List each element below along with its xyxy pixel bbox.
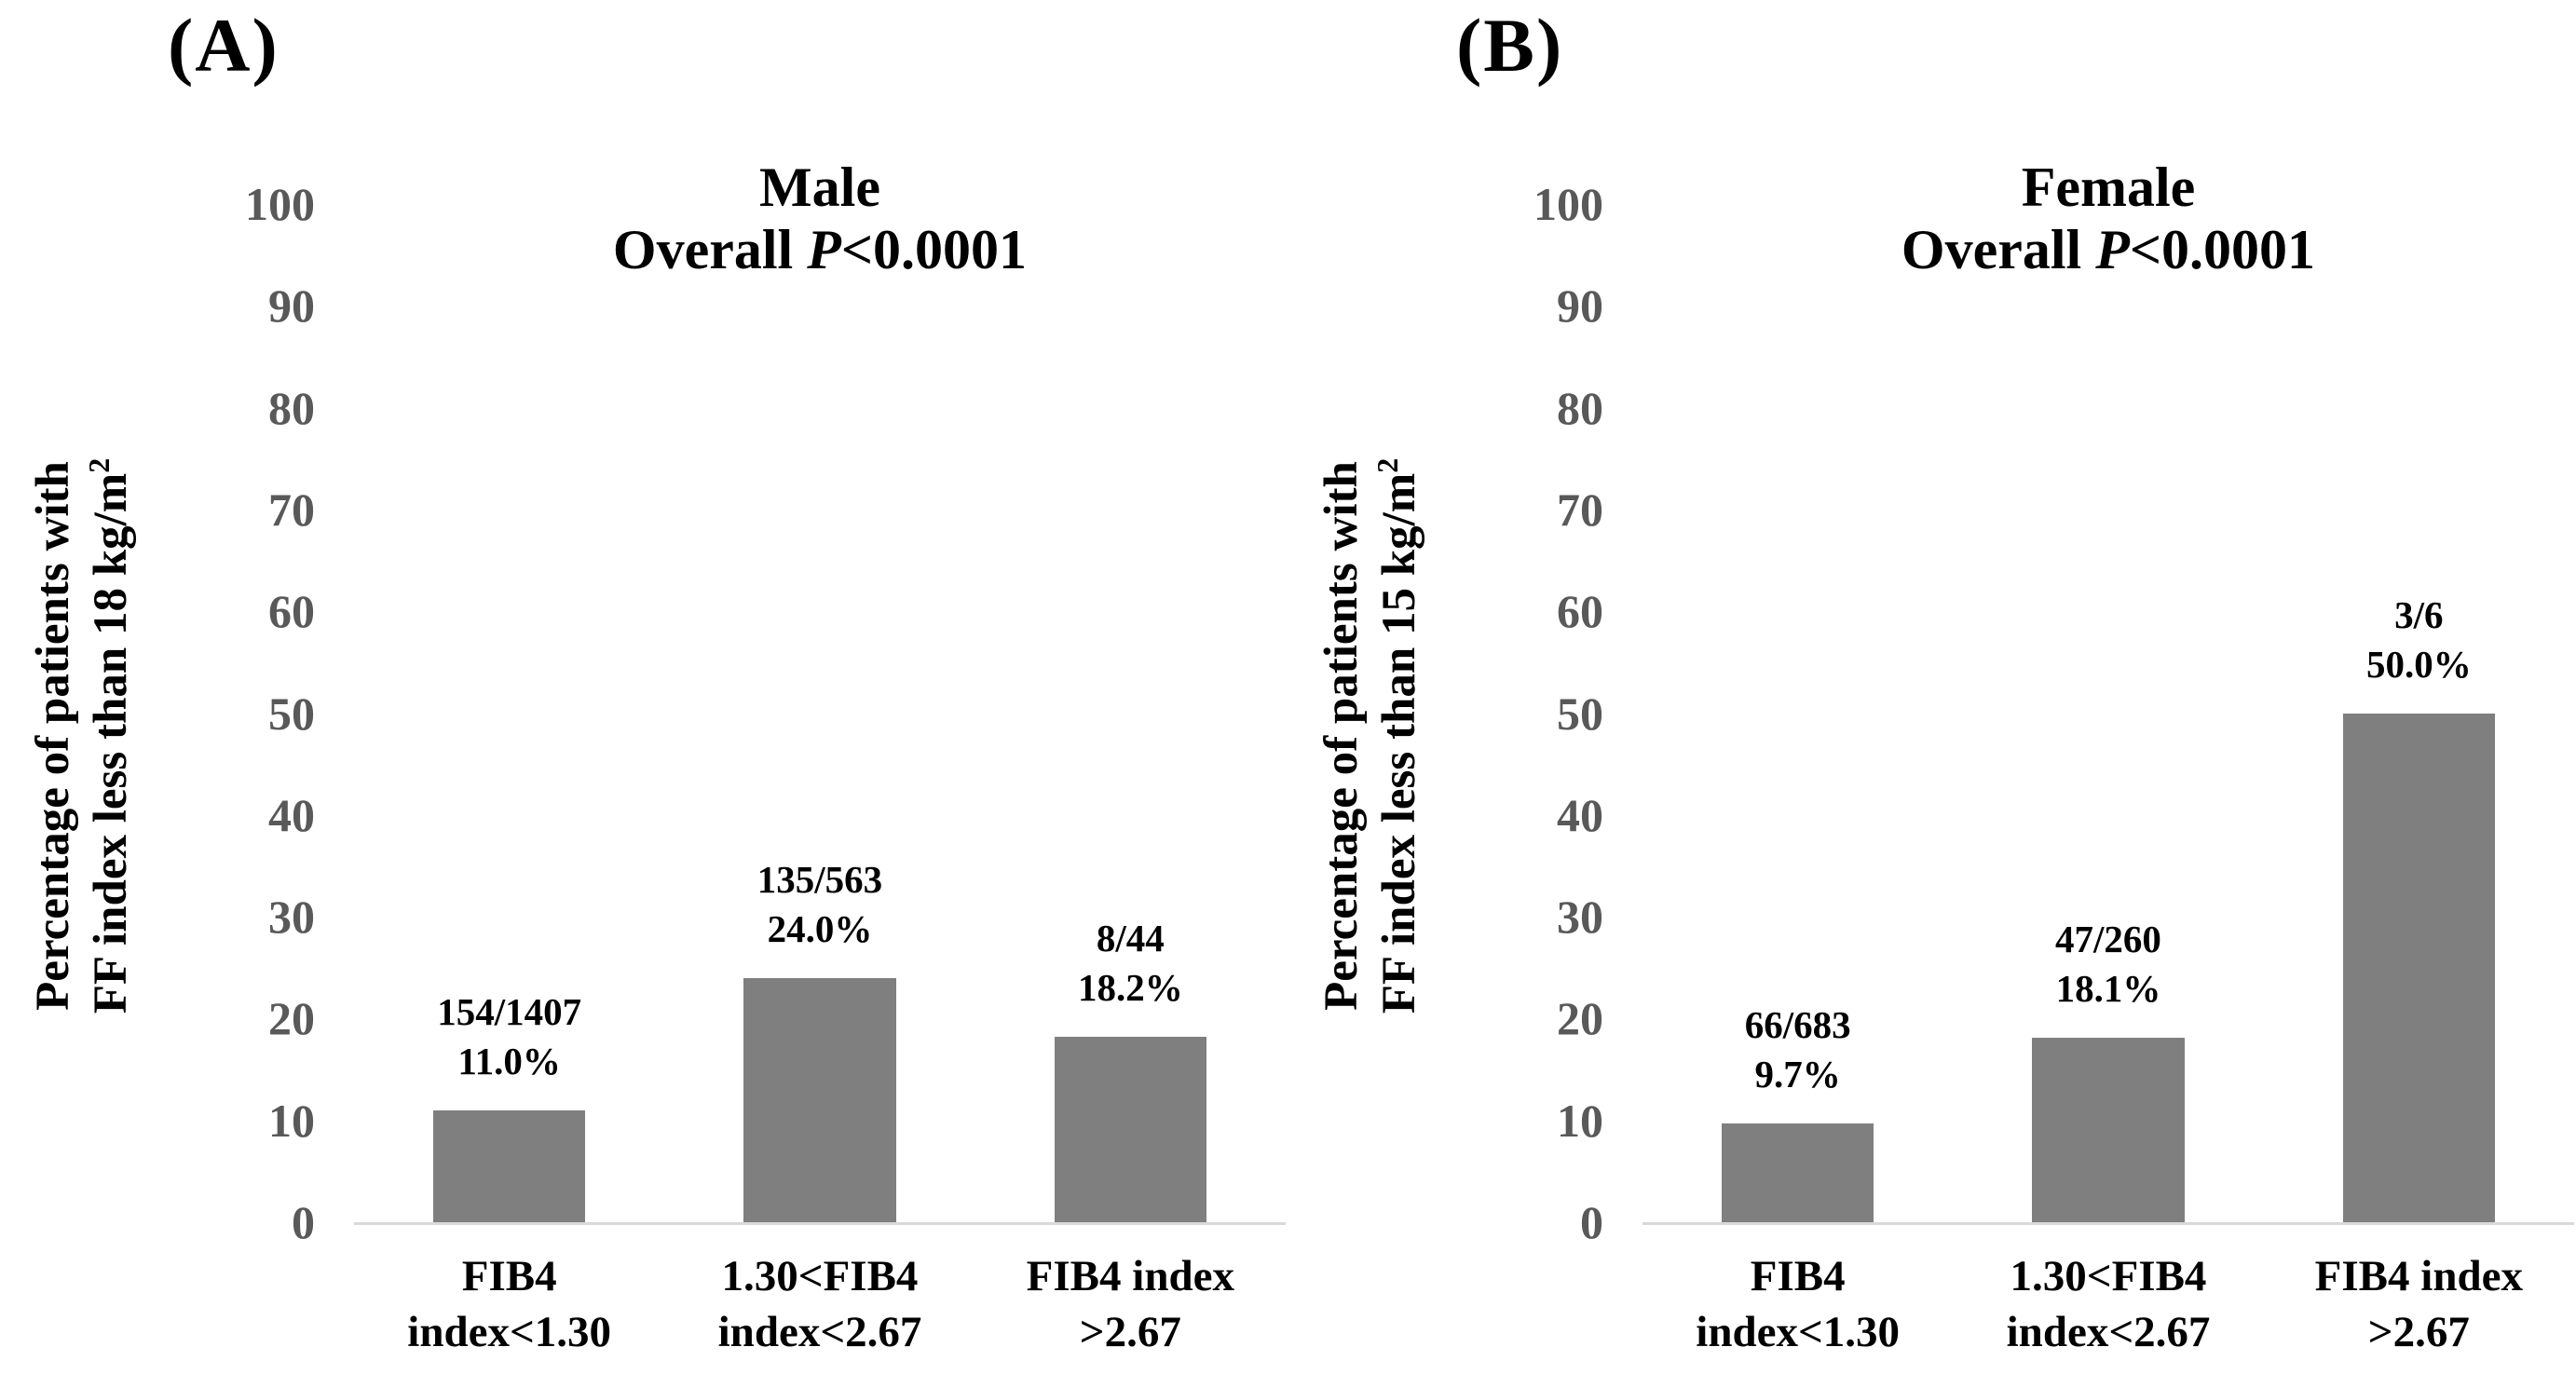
y-tick-label: 100 bbox=[245, 178, 315, 230]
panel-b: (B) Female Overall P<0.0001 Percentage o… bbox=[1288, 0, 2576, 1388]
bar-percent-label: 18.1% bbox=[2055, 967, 2161, 1011]
x-category-label: 1.30<FIB4 index<2.67 bbox=[1953, 1248, 2263, 1360]
x-category-label-line2: >2.67 bbox=[1079, 1308, 1181, 1356]
y-tick-label: 90 bbox=[1557, 279, 1603, 333]
y-tick-label: 30 bbox=[268, 891, 315, 944]
bar bbox=[2032, 1038, 2185, 1222]
panel-b-x-axis-labels: FIB4 index<1.30 1.30<FIB4 index<2.67 FIB4 in… bbox=[1642, 1248, 2574, 1360]
y-tick-label: 80 bbox=[1557, 381, 1603, 434]
panel-a-plot-area: 154/1407 11.0% 135/563 24.0% 8/44 18.2% bbox=[354, 204, 1286, 1225]
x-category-label: 1.30<FIB4 index<2.67 bbox=[664, 1248, 975, 1360]
bar-value-label: 8/44 18.2% bbox=[1078, 914, 1183, 1013]
panel-b-subtitle: Overall P<0.0001 bbox=[1642, 219, 2574, 281]
panel-a-y-axis-ticks: 0 10 20 30 40 50 60 70 80 90 100 bbox=[0, 178, 315, 1248]
bar bbox=[433, 1109, 586, 1222]
bar-count-label: 8/44 bbox=[1096, 917, 1165, 960]
y-tick-label: 70 bbox=[1557, 483, 1603, 536]
panel-b-plot-area: 66/683 9.7% 47/260 18.1% 3/6 50.0% bbox=[1642, 204, 2574, 1225]
y-tick-label: 20 bbox=[1557, 992, 1603, 1045]
y-tick-label: 10 bbox=[1557, 1094, 1603, 1147]
panel-a-title: Male Overall P<0.0001 bbox=[354, 156, 1286, 281]
y-tick-label: 60 bbox=[268, 585, 315, 638]
panel-b-subtitle-rest: <0.0001 bbox=[2129, 219, 2316, 280]
bar-slot: 8/44 18.2% bbox=[975, 204, 1286, 1222]
x-category-label-line2: index<1.30 bbox=[1696, 1308, 1901, 1356]
x-category-label-line2: >2.67 bbox=[2367, 1308, 2470, 1356]
y-tick-label: 100 bbox=[1533, 178, 1603, 230]
panel-b-title: Female Overall P<0.0001 bbox=[1642, 156, 2574, 281]
bar-value-label: 3/6 50.0% bbox=[2366, 591, 2472, 689]
panel-a-subtitle-prefix: Overall bbox=[612, 219, 808, 280]
bar-percent-label: 18.2% bbox=[1077, 966, 1183, 1010]
bar bbox=[1054, 1037, 1206, 1222]
y-tick-label: 10 bbox=[268, 1094, 315, 1147]
y-tick-label: 0 bbox=[1580, 1196, 1603, 1248]
bar-value-label: 135/563 24.0% bbox=[757, 855, 882, 954]
panel-a-x-axis-labels: FIB4 index<1.30 1.30<FIB4 index<2.67 FIB4 in… bbox=[354, 1248, 1286, 1360]
panel-b-title-group: Female bbox=[2021, 156, 2196, 218]
x-category-label: FIB4 index<1.30 bbox=[354, 1248, 664, 1360]
bar-value-label: 154/1407 11.0% bbox=[437, 987, 581, 1086]
y-tick-label: 50 bbox=[1557, 687, 1603, 740]
bar-percent-label: 50.0% bbox=[2365, 642, 2472, 686]
y-tick-label: 90 bbox=[268, 279, 315, 333]
y-tick-label: 50 bbox=[268, 687, 315, 740]
bar-count-label: 66/683 bbox=[1744, 1002, 1851, 1046]
bar-slot: 66/683 9.7% bbox=[1642, 204, 1953, 1222]
x-category-label-line2: index<2.67 bbox=[2006, 1308, 2211, 1356]
bar-count-label: 47/260 bbox=[2055, 918, 2161, 961]
bar-percent-label: 9.7% bbox=[1754, 1052, 1841, 1095]
x-category-label-line1: FIB4 bbox=[461, 1252, 557, 1300]
y-tick-label: 20 bbox=[268, 992, 315, 1045]
x-category-label-line1: 1.30<FIB4 bbox=[721, 1252, 919, 1300]
x-category-label-line2: index<1.30 bbox=[407, 1308, 612, 1356]
y-tick-label: 70 bbox=[268, 483, 315, 536]
y-tick-label: 40 bbox=[1557, 788, 1603, 841]
x-category-label: FIB4 index<1.30 bbox=[1642, 1248, 1953, 1360]
bar bbox=[2342, 713, 2495, 1222]
bar-percent-label: 24.0% bbox=[767, 906, 873, 950]
panel-a-subtitle: Overall P<0.0001 bbox=[354, 219, 1286, 281]
x-category-label-line2: index<2.67 bbox=[717, 1308, 922, 1356]
bar-slot: 135/563 24.0% bbox=[664, 204, 975, 1222]
panel-b-y-axis-ticks: 0 10 20 30 40 50 60 70 80 90 100 bbox=[1288, 178, 1603, 1248]
bar bbox=[743, 977, 896, 1222]
panel-a-subtitle-rest: <0.0001 bbox=[840, 219, 1028, 280]
y-tick-label: 80 bbox=[268, 381, 315, 434]
x-category-label-line1: FIB4 index bbox=[1026, 1252, 1234, 1300]
y-tick-label: 40 bbox=[268, 788, 315, 841]
x-category-label-line1: FIB4 bbox=[1750, 1252, 1846, 1300]
bar-slot: 3/6 50.0% bbox=[2264, 204, 2574, 1222]
panel-a-title-group: Male bbox=[759, 156, 880, 218]
y-tick-label: 0 bbox=[292, 1196, 315, 1248]
bar-slot: 154/1407 11.0% bbox=[354, 204, 664, 1222]
x-category-label: FIB4 index >2.67 bbox=[2264, 1248, 2574, 1360]
panel-b-bars: 66/683 9.7% 47/260 18.1% 3/6 50.0% bbox=[1642, 204, 2574, 1222]
x-category-label: FIB4 index >2.67 bbox=[975, 1248, 1286, 1360]
bar-value-label: 47/260 18.1% bbox=[2055, 915, 2161, 1014]
y-tick-label: 30 bbox=[1557, 891, 1603, 944]
panel-a-bars: 154/1407 11.0% 135/563 24.0% 8/44 18.2% bbox=[354, 204, 1286, 1222]
bar-count-label: 135/563 bbox=[756, 857, 883, 901]
x-category-label-line1: FIB4 index bbox=[2314, 1252, 2523, 1300]
panel-b-subtitle-prefix: Overall bbox=[1901, 219, 2096, 280]
panel-a-label: (A) bbox=[168, 3, 279, 88]
bar bbox=[1722, 1123, 1874, 1222]
x-category-label-line1: 1.30<FIB4 bbox=[2010, 1252, 2207, 1300]
panel-b-label: (B) bbox=[1456, 3, 1564, 88]
bar-count-label: 154/1407 bbox=[437, 989, 582, 1033]
bar-slot: 47/260 18.1% bbox=[1953, 204, 2263, 1222]
panel-a-subtitle-p: P bbox=[807, 219, 841, 280]
bar-count-label: 3/6 bbox=[2394, 592, 2444, 636]
panel-b-subtitle-p: P bbox=[2095, 219, 2130, 280]
panel-a: (A) Male Overall P<0.0001 Percentage of … bbox=[0, 3, 1286, 1360]
bar-percent-label: 11.0% bbox=[457, 1039, 561, 1082]
bar-value-label: 66/683 9.7% bbox=[1745, 1000, 1851, 1099]
y-tick-label: 60 bbox=[1557, 585, 1603, 638]
